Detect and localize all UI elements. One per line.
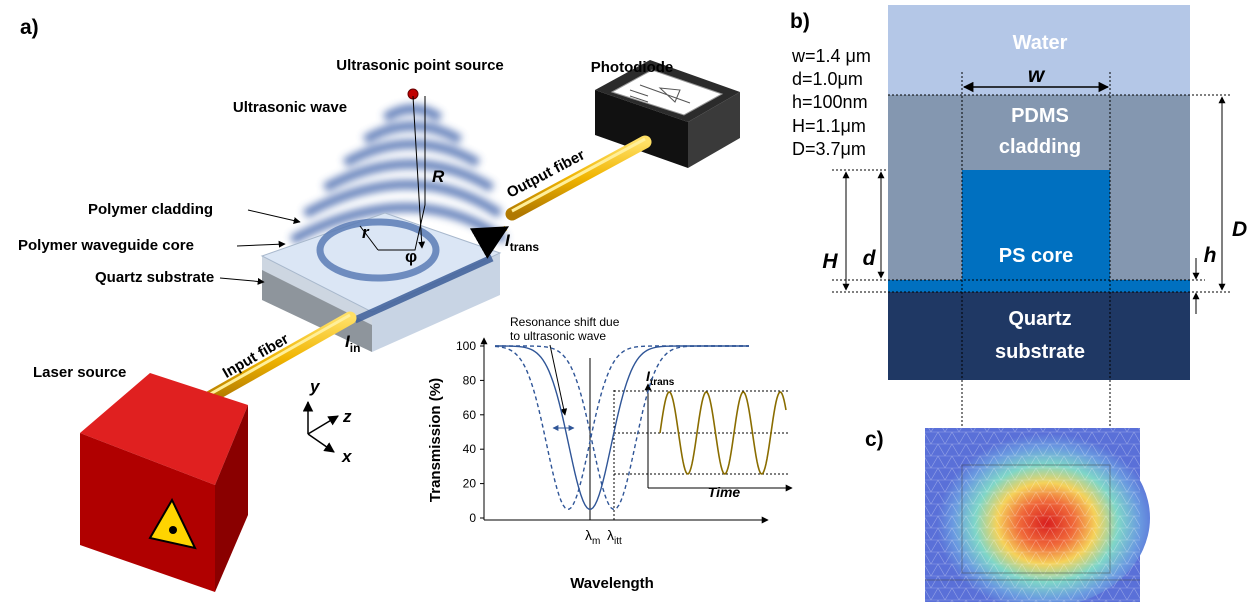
lambda-itt: λitt — [607, 527, 622, 547]
dim-label: H — [822, 250, 838, 273]
panel-a: a) Ultrasonic point source Ultrasonic wa… — [18, 16, 792, 592]
pointer — [237, 244, 285, 246]
parameter: H=1.1μm — [792, 116, 866, 136]
dim-label: D — [1232, 218, 1247, 241]
panel-c: c) — [865, 428, 1150, 602]
parameters: w=1.4 μm d=1.0μm h=100nm H=1.1μm D=3.7μm — [791, 46, 871, 159]
lambda-m-part: m — [592, 536, 600, 547]
lambda-itt-part: λ — [607, 527, 614, 543]
laser-box-part — [169, 526, 177, 534]
pointer — [220, 278, 264, 282]
label: Quartz — [1008, 308, 1071, 330]
y-tick-label: 80 — [463, 373, 477, 387]
axis-label: x — [341, 447, 353, 466]
vector-label: R — [432, 167, 445, 186]
label: Polymer waveguide core — [18, 237, 194, 254]
y-tick-label: 40 — [463, 442, 477, 456]
y-axis-label: Transmission (%) — [427, 378, 444, 502]
substrate-layer — [888, 292, 1190, 380]
transmission-plot: Resonance shift due to ultrasonic wave T… — [427, 315, 792, 592]
ultrasonic-waves-part — [385, 109, 440, 118]
label: substrate — [995, 341, 1085, 363]
dim-label: h — [1204, 244, 1217, 267]
panel-label: b) — [790, 10, 810, 33]
ultrasonic-waves-part — [365, 126, 460, 140]
annotation: Resonance shift due — [510, 315, 620, 329]
label: Polymer cladding — [88, 201, 213, 218]
panel-label: c) — [865, 428, 884, 451]
axis-label: y — [309, 377, 321, 396]
coordinate-axes-part — [308, 434, 334, 452]
y-tick-label: 20 — [463, 477, 477, 491]
label: Water — [1013, 32, 1068, 54]
thin-layer — [888, 280, 1190, 292]
label: PS core — [999, 245, 1073, 267]
panel-label: a) — [20, 16, 39, 39]
panel-b: b) Water PDMS cladding PS core Quartz su… — [790, 5, 1247, 430]
angle-label: φ — [405, 247, 417, 266]
x-axis-label: Wavelength — [570, 575, 654, 592]
coordinate-axes — [308, 402, 338, 452]
i-trans-label-part: trans — [510, 240, 540, 254]
label: Laser source — [33, 364, 126, 381]
time-label: Time — [708, 484, 741, 500]
mesh — [925, 428, 1140, 602]
parameter: d=1.0μm — [792, 69, 863, 89]
dim-label: d — [863, 247, 877, 270]
label: Ultrasonic point source — [336, 57, 504, 74]
coordinate-axes-part — [308, 416, 338, 434]
i-in-label-part: in — [350, 341, 361, 355]
y-tick-label: 100 — [456, 339, 476, 353]
lambda-itt-part: itt — [614, 536, 622, 547]
input-fiber — [205, 315, 350, 400]
annotation: to ultrasonic wave — [510, 329, 606, 343]
signal-label-part: trans — [650, 377, 675, 388]
parameter: h=100nm — [792, 92, 868, 112]
lambda-m-part: λ — [585, 527, 592, 543]
label: Ultrasonic wave — [233, 99, 347, 116]
label: PDMS — [1011, 105, 1069, 127]
y-tick-label: 0 — [469, 511, 476, 525]
axis-label: z — [342, 407, 352, 426]
label: Photodiode — [591, 59, 674, 76]
dim-label: w — [1028, 64, 1046, 87]
label: cladding — [999, 136, 1081, 158]
laser-box — [80, 373, 248, 592]
input-fiber-part — [205, 318, 350, 400]
pointer — [248, 210, 300, 222]
i-trans-label: Itrans — [505, 231, 539, 254]
figure: a) Ultrasonic point source Ultrasonic wa… — [0, 0, 1251, 602]
input-fiber-part — [205, 315, 350, 397]
y-tick-label: 60 — [463, 408, 477, 422]
lambda-m: λm — [585, 527, 600, 547]
parameter: D=3.7μm — [792, 139, 866, 159]
label: Quartz substrate — [95, 269, 214, 286]
parameter: w=1.4 μm — [791, 46, 871, 66]
